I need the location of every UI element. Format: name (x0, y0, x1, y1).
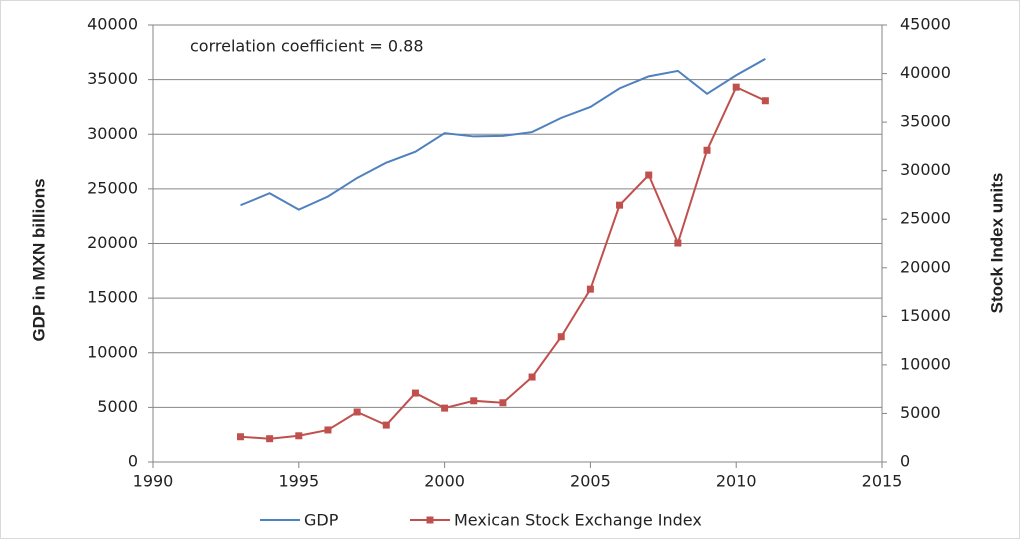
y-tick-label: 40000 (87, 15, 138, 34)
y-axis-label: GDP in MXN billions (29, 178, 48, 341)
marker (411, 389, 419, 397)
legend-label: Mexican Stock Exchange Index (454, 511, 702, 530)
marker (761, 97, 769, 105)
marker (236, 433, 244, 441)
y-tick-label: 0 (128, 452, 138, 471)
marker (586, 285, 594, 293)
marker (528, 373, 536, 381)
y2-tick-label: 15000 (900, 306, 951, 325)
marker (295, 432, 303, 440)
y2-tick-label: 5000 (900, 403, 941, 422)
marker (616, 201, 624, 209)
y2-tick-label: 10000 (900, 354, 951, 373)
annotation: correlation coefficient = 0.88 (190, 37, 424, 56)
y-tick-label: 5000 (97, 397, 138, 416)
y2-tick-label: 40000 (900, 63, 951, 82)
marker (732, 83, 740, 91)
y2-tick-label: 20000 (900, 257, 951, 276)
marker (441, 404, 449, 412)
y-tick-label: 25000 (87, 178, 138, 197)
y2-tick-label: 30000 (900, 160, 951, 179)
y2-tick-label: 0 (900, 452, 910, 471)
x-tick-label: 2000 (424, 472, 465, 491)
y-tick-label: 35000 (87, 69, 138, 88)
x-tick-label: 2010 (716, 472, 757, 491)
y2-axis-label: Stock Index units (987, 173, 1006, 314)
y2-tick-label: 35000 (900, 112, 951, 131)
x-tick-label: 1995 (278, 472, 319, 491)
marker (324, 426, 332, 434)
marker (557, 333, 565, 341)
y-tick-label: 30000 (87, 124, 138, 143)
marker (674, 239, 682, 247)
marker (382, 421, 390, 429)
marker (499, 399, 507, 407)
x-tick-label: 2005 (570, 472, 611, 491)
x-tick-label: 2015 (862, 472, 903, 491)
marker (266, 435, 274, 443)
marker (703, 146, 711, 154)
y2-tick-label: 45000 (900, 15, 951, 34)
series-line (240, 57, 766, 211)
y-tick-label: 20000 (87, 233, 138, 252)
marker (645, 171, 653, 179)
legend-marker (426, 516, 434, 524)
marker (470, 397, 478, 405)
y-tick-label: 10000 (87, 342, 138, 361)
legend-label: GDP (304, 511, 339, 530)
y-tick-label: 15000 (87, 288, 138, 307)
y2-tick-label: 25000 (900, 209, 951, 228)
x-tick-label: 1990 (133, 472, 174, 491)
marker (353, 408, 361, 416)
